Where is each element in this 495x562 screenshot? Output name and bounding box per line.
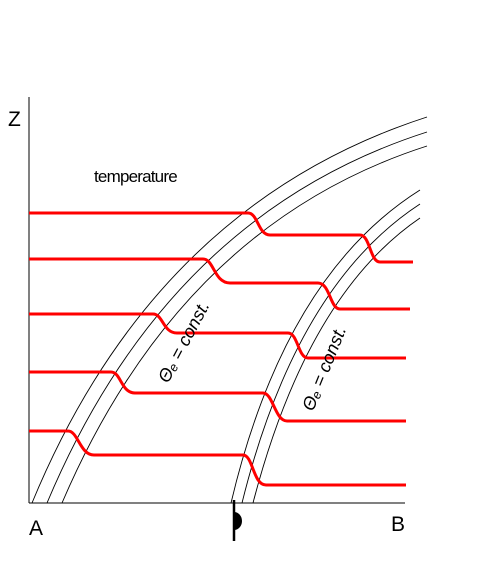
isotherm [29,312,406,360]
a-label: A [29,517,43,540]
warm-front-marker [234,512,242,530]
theta-line [46,131,428,504]
theta-label: Θₑ = const. [154,297,214,385]
isotherm [29,370,406,423]
isotherm [29,257,410,311]
isotherm [29,429,406,487]
theta-line [241,203,421,504]
isotherms [29,211,413,487]
theta-line [252,217,421,504]
isotherm [29,211,413,264]
b-label: B [391,513,405,536]
theta-label: Θₑ = const. [298,323,350,413]
theta-line [230,189,421,504]
z-label: Z [8,108,21,131]
front-symbol [232,500,242,541]
theta-line [61,145,428,504]
temperature-label: temperature [94,167,177,186]
theta-lines-right [230,189,421,504]
